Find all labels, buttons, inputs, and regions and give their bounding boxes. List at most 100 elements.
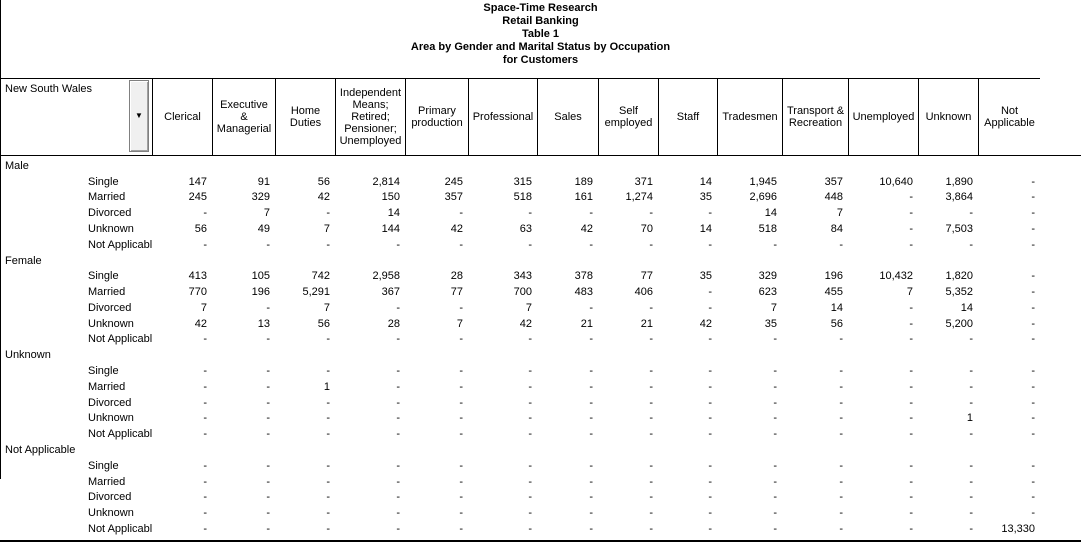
data-cell: - [266, 459, 270, 472]
row-label: Divorced [88, 396, 132, 409]
row-label: Divorced [88, 301, 132, 314]
table-row: Divorced - - - - - - - - - - - - - - [0, 395, 1040, 411]
table-row: Male [0, 158, 1040, 174]
table-body: Male Single 147 91 56 2,814 245 315 189 371 14 1,94… [0, 158, 1040, 537]
data-cell: 21 [580, 317, 593, 330]
region-dropdown-button[interactable]: ▼ [129, 80, 149, 152]
data-cell: - [773, 380, 777, 393]
data-cell: - [773, 459, 777, 472]
data-cell: - [969, 238, 973, 251]
data-cell: - [649, 459, 653, 472]
data-cell: - [459, 365, 463, 378]
data-cell: - [266, 507, 270, 520]
data-cell: - [528, 428, 532, 441]
data-cell: - [266, 238, 270, 251]
data-cell: 1,890 [945, 175, 973, 188]
data-cell: - [326, 475, 330, 488]
data-cell: 42 [580, 223, 593, 236]
data-cell: 196 [251, 286, 270, 299]
data-cell: - [528, 333, 532, 346]
data-cell: - [589, 475, 593, 488]
row-label: Single [88, 175, 119, 188]
data-cell: 5,291 [302, 286, 330, 299]
data-cell: 1 [966, 412, 973, 425]
data-cell: - [1031, 286, 1035, 299]
data-cell: - [969, 428, 973, 441]
data-cell: - [396, 412, 400, 425]
data-cell: 7 [836, 207, 843, 220]
data-cell: - [909, 301, 913, 314]
data-cell: 84 [830, 223, 843, 236]
data-cell: - [649, 238, 653, 251]
data-cell: - [266, 475, 270, 488]
row-label: Not Applicable [88, 333, 152, 346]
data-cell: 21 [640, 317, 653, 330]
data-cell: - [969, 475, 973, 488]
data-cell: 2,696 [749, 191, 777, 204]
data-cell: - [459, 507, 463, 520]
data-cell: 56 [830, 317, 843, 330]
data-cell: - [969, 365, 973, 378]
table-row: Female [0, 253, 1040, 269]
data-cell: 7 [770, 301, 777, 314]
data-cell: 343 [513, 270, 532, 283]
data-cell: 10,640 [879, 175, 913, 188]
data-cell: 14 [764, 207, 777, 220]
data-cell: - [969, 507, 973, 520]
data-cell: - [459, 522, 463, 535]
data-cell: 189 [574, 175, 593, 188]
data-cell: - [266, 412, 270, 425]
data-cell: - [396, 333, 400, 346]
title-line-3: Table 1 [521, 28, 560, 40]
data-cell: 56 [317, 317, 330, 330]
data-cell: - [909, 365, 913, 378]
data-cell: - [1031, 365, 1035, 378]
data-cell: - [459, 412, 463, 425]
data-cell: 315 [513, 175, 532, 188]
data-cell: - [203, 507, 207, 520]
data-cell: - [589, 333, 593, 346]
data-cell: 35 [764, 317, 777, 330]
data-cell: - [649, 412, 653, 425]
data-cell: 700 [513, 286, 532, 299]
title-line-1: Space-Time Research [483, 2, 598, 14]
data-cell: - [589, 428, 593, 441]
data-cell: - [708, 333, 712, 346]
data-cell: 406 [634, 286, 653, 299]
data-cell: 7 [323, 223, 330, 236]
data-cell: 7 [263, 207, 270, 220]
data-cell: - [528, 207, 532, 220]
data-cell: - [649, 380, 653, 393]
data-cell: - [909, 475, 913, 488]
data-cell: - [528, 380, 532, 393]
data-cell: 367 [381, 286, 400, 299]
data-cell: - [459, 380, 463, 393]
row-label: Unknown [88, 507, 134, 520]
data-cell: 1,945 [749, 175, 777, 188]
data-cell: - [708, 365, 712, 378]
data-cell: 483 [574, 286, 593, 299]
data-cell: - [203, 238, 207, 251]
data-cell: - [839, 365, 843, 378]
data-cell: 518 [758, 223, 777, 236]
data-cell: 14 [960, 301, 973, 314]
data-cell: 13,330 [1001, 522, 1035, 535]
data-cell: - [396, 475, 400, 488]
column-header-transport-recreation: Transport & Recreation [782, 79, 848, 155]
column-header-sales: Sales [537, 79, 598, 155]
data-cell: 196 [824, 270, 843, 283]
data-cell: 14 [830, 301, 843, 314]
data-cell: - [909, 317, 913, 330]
data-cell: - [969, 396, 973, 409]
data-cell: - [396, 301, 400, 314]
data-cell: 14 [387, 207, 400, 220]
data-cell: 147 [188, 175, 207, 188]
data-cell: - [649, 428, 653, 441]
data-cell: 42 [317, 191, 330, 204]
title-line-2: Retail Banking [502, 15, 579, 27]
data-cell: - [459, 333, 463, 346]
data-cell: 5,352 [945, 286, 973, 299]
data-cell: 371 [634, 175, 653, 188]
data-cell: 357 [444, 191, 463, 204]
data-cell: 1,820 [945, 270, 973, 283]
